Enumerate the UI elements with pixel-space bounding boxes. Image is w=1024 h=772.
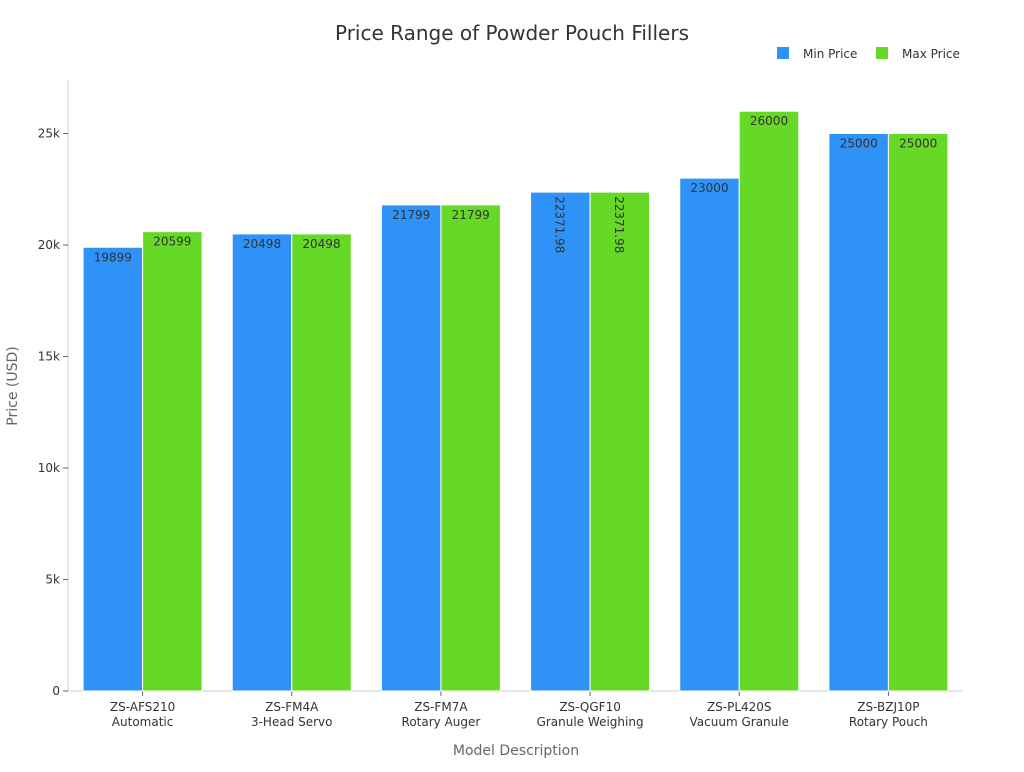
- x-tick-label: ZS-QGF10: [559, 700, 621, 714]
- x-tick-label: Rotary Pouch: [849, 715, 928, 729]
- x-tick-label: ZS-FM4A: [265, 700, 319, 714]
- data-label: 21799: [452, 208, 490, 222]
- legend-label: Max Price: [902, 47, 960, 61]
- y-tick-label: 5k: [45, 573, 60, 587]
- bar: [142, 231, 203, 692]
- data-label: 22371.98: [552, 196, 566, 253]
- x-tick-label: Vacuum Granule: [690, 715, 789, 729]
- bar: [679, 177, 740, 692]
- legend-label: Min Price: [803, 47, 857, 61]
- x-tick-label: Automatic: [112, 715, 174, 729]
- data-label: 22371.98: [612, 196, 626, 253]
- x-tick-label: ZS-PL420S: [707, 700, 772, 714]
- data-label: 19899: [94, 250, 132, 264]
- bar: [231, 233, 293, 692]
- y-tick-label: 0: [52, 684, 60, 698]
- x-axis-label: Model Description: [453, 743, 579, 759]
- bar: [589, 191, 651, 692]
- data-label: 23000: [690, 181, 728, 195]
- bar: [738, 110, 800, 692]
- data-label: 21799: [392, 208, 430, 222]
- data-label: 20498: [302, 237, 340, 251]
- x-tick-label: Rotary Auger: [402, 715, 481, 729]
- data-label: 20599: [153, 235, 191, 249]
- data-label: 20498: [243, 237, 281, 251]
- legend-swatch: [876, 47, 888, 59]
- data-label: 25000: [899, 137, 937, 151]
- x-tick-label: ZS-AFS210: [110, 700, 175, 714]
- y-tick-label: 25k: [38, 127, 60, 141]
- bar: [440, 204, 501, 692]
- data-label: 25000: [840, 137, 878, 151]
- y-tick-label: 15k: [38, 350, 60, 364]
- legend-swatch: [777, 47, 789, 59]
- y-tick-label: 20k: [38, 238, 60, 252]
- x-tick-label: ZS-BZJ10P: [857, 700, 919, 714]
- data-label: 26000: [750, 114, 788, 128]
- x-tick-label: ZS-FM7A: [414, 700, 468, 714]
- x-tick-label: Granule Weighing: [537, 715, 644, 729]
- y-tick-label: 10k: [38, 461, 60, 475]
- bar: [291, 233, 352, 692]
- legend: Min Price Max Price: [777, 47, 960, 61]
- chart-title: Price Range of Powder Pouch Fillers: [335, 21, 689, 45]
- x-tick-label: 3-Head Servo: [251, 715, 333, 729]
- bar: [82, 246, 144, 692]
- bar: [530, 191, 591, 692]
- bar: [380, 204, 442, 692]
- bar: [828, 133, 889, 692]
- bar: [887, 133, 949, 692]
- y-axis-label: Price (USD): [5, 346, 21, 425]
